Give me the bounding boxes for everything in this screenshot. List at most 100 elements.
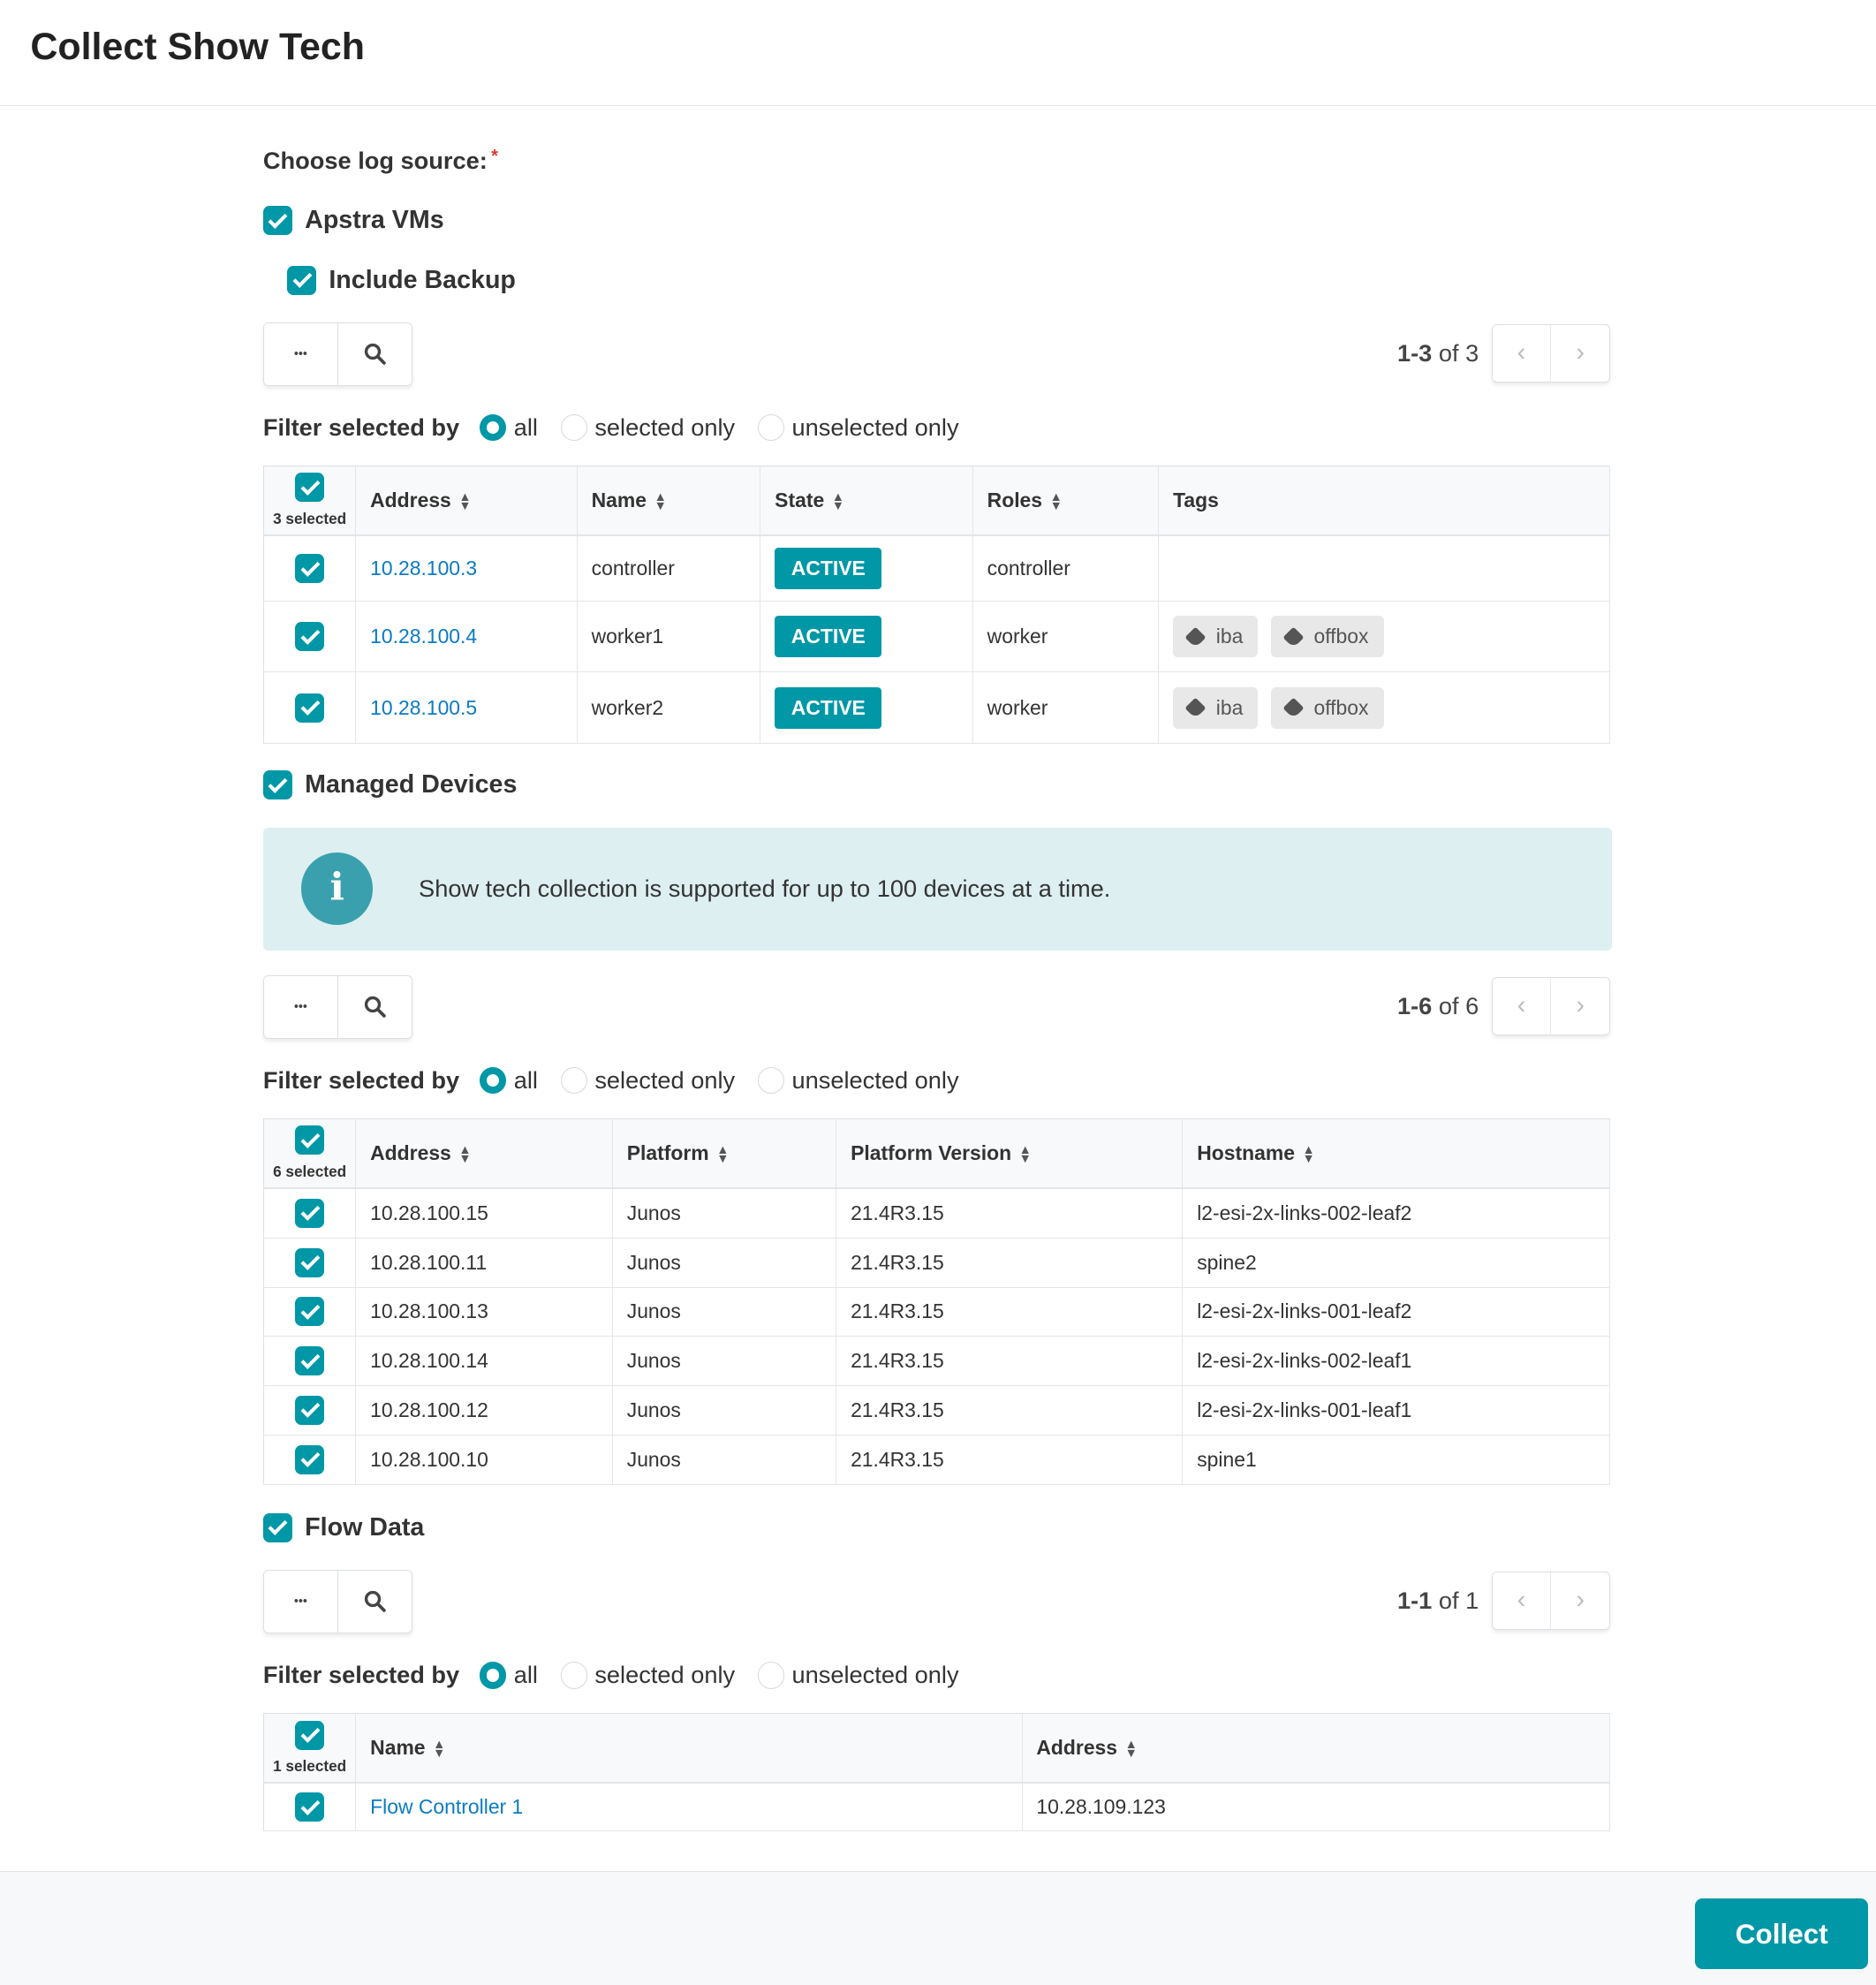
sort-icon: ▲ ▼	[831, 490, 844, 514]
sort-icon: ▲ ▼	[1124, 1738, 1138, 1761]
filter-radio-all[interactable]: all	[480, 1066, 538, 1095]
pagination: 1-1 of 1 ‹ ›	[1396, 1571, 1611, 1630]
radio-icon	[560, 414, 587, 442]
next-page-button[interactable]: ›	[1550, 324, 1609, 382]
cell-tags	[1158, 535, 1611, 602]
checkbox-checked-icon	[262, 770, 292, 800]
cell-platform-version: 21.4R3.15	[836, 1385, 1184, 1436]
search-button[interactable]	[337, 976, 412, 1038]
filter-selected-by: Filter selected by all selected only unsele…	[263, 1066, 972, 1095]
more-options-button[interactable]: •••	[293, 347, 307, 361]
checkbox-checked-icon	[295, 1297, 325, 1327]
pagination-buttons: ‹ ›	[1491, 1571, 1611, 1630]
flow-data-checkbox[interactable]: Flow Data	[262, 1512, 424, 1542]
column-header-name[interactable]: Name ▲ ▼	[355, 1713, 1023, 1784]
column-header-address[interactable]: Address ▲ ▼	[1022, 1713, 1611, 1784]
row-checkbox[interactable]	[263, 1336, 357, 1387]
prev-page-button[interactable]: ‹	[1517, 338, 1526, 367]
row-checkbox[interactable]	[263, 671, 357, 744]
filter-radio-unselected-only[interactable]: unselected only	[757, 1066, 959, 1095]
search-icon	[364, 343, 386, 365]
filter-radio-selected-only[interactable]: selected only	[560, 1661, 735, 1689]
tag-icon	[1184, 626, 1207, 648]
row-checkbox[interactable]	[263, 1287, 357, 1337]
prev-page-button[interactable]: ‹	[1517, 1586, 1526, 1615]
checkbox-checked-icon	[295, 1720, 325, 1750]
row-checkbox[interactable]	[263, 535, 357, 602]
cell-roles: worker	[972, 671, 1160, 744]
filter-selected-by: Filter selected by all selected only unsele…	[263, 1661, 972, 1689]
search-button[interactable]	[337, 1571, 412, 1633]
pagination-range: 1-6 of 6	[1396, 991, 1479, 1019]
state-badge: ACTIVE	[775, 616, 882, 658]
checkbox-checked-icon	[295, 1199, 325, 1228]
checkbox-checked-icon	[262, 1512, 292, 1542]
filter-radio-all[interactable]: all	[480, 413, 538, 442]
table-row: 10.28.100.10 Junos 21.4R3.15 spine1	[263, 1435, 1611, 1485]
select-all-checkbox[interactable]: 3 selected	[263, 466, 357, 537]
filter-radio-all[interactable]: all	[480, 1661, 538, 1689]
log-source-label: Choose log source: *	[262, 147, 498, 175]
column-header-address[interactable]: Address ▲ ▼	[355, 1118, 613, 1190]
column-header-name[interactable]: Name ▲ ▼	[577, 466, 761, 537]
tag-offbox: offbox	[1270, 686, 1384, 729]
info-icon: i	[300, 852, 374, 925]
sort-icon: ▲ ▼	[1302, 1143, 1315, 1167]
column-header-state[interactable]: State ▲ ▼	[760, 466, 973, 537]
cell-roles: worker	[972, 601, 1160, 673]
filter-radio-unselected-only[interactable]: unselected only	[757, 413, 959, 442]
required-mark: *	[491, 147, 498, 167]
table-row: 10.28.100.12 Junos 21.4R3.15 l2-esi-2x-link…	[263, 1385, 1611, 1436]
tag-iba: iba	[1173, 616, 1259, 658]
row-checkbox[interactable]	[263, 601, 357, 673]
cell-platform-version: 21.4R3.15	[836, 1188, 1184, 1239]
filter-radio-selected-only[interactable]: selected only	[560, 1066, 735, 1095]
cell-platform: Junos	[612, 1385, 837, 1436]
row-link[interactable]: 10.28.100.4	[370, 625, 478, 648]
column-header-address[interactable]: Address ▲ ▼	[355, 466, 578, 537]
managed-devices-checkbox[interactable]: Managed Devices	[262, 770, 517, 800]
checkbox-checked-icon	[262, 206, 292, 236]
row-checkbox[interactable]	[263, 1783, 357, 1832]
apstra-vms-checkbox[interactable]: Apstra VMs	[262, 206, 444, 236]
row-checkbox[interactable]	[263, 1188, 357, 1239]
row-checkbox[interactable]	[263, 1238, 357, 1288]
footer: Collect	[0, 1871, 1876, 1985]
column-header-hostname[interactable]: Hostname ▲ ▼	[1182, 1118, 1611, 1190]
table-header-row: 6 selected Address ▲ ▼ Platform ▲ ▼ Platform Ve…	[263, 1118, 1611, 1190]
row-link[interactable]: 10.28.100.5	[370, 695, 478, 719]
next-page-button[interactable]: ›	[1550, 977, 1609, 1034]
more-options-button[interactable]: •••	[293, 1000, 307, 1015]
row-checkbox[interactable]	[263, 1385, 357, 1436]
cell-name: Flow Controller 1	[355, 1783, 1023, 1832]
next-page-button[interactable]: ›	[1550, 1572, 1609, 1629]
checkbox-checked-icon	[295, 622, 325, 652]
column-header-roles[interactable]: Roles ▲ ▼	[972, 466, 1160, 537]
cell-platform-version: 21.4R3.15	[836, 1287, 1184, 1337]
row-checkbox[interactable]	[263, 1435, 357, 1485]
more-options-button[interactable]: •••	[293, 1595, 307, 1610]
cell-hostname: l2-esi-2x-links-002-leaf2	[1182, 1188, 1611, 1239]
column-header-platform-version[interactable]: Platform Version ▲ ▼	[836, 1118, 1184, 1190]
filter-radio-selected-only[interactable]: selected only	[560, 413, 735, 442]
page-header: Collect Show Tech	[0, 0, 1876, 107]
row-link[interactable]: 10.28.100.3	[370, 557, 478, 580]
pagination: 1-6 of 6 ‹ ›	[1396, 976, 1611, 1035]
select-all-checkbox[interactable]: 1 selected	[263, 1713, 357, 1784]
filter-radio-unselected-only[interactable]: unselected only	[757, 1661, 959, 1689]
cell-hostname: l2-esi-2x-links-001-leaf2	[1182, 1287, 1611, 1337]
collect-button[interactable]: Collect	[1695, 1898, 1869, 1970]
row-link[interactable]: Flow Controller 1	[370, 1795, 524, 1819]
select-all-checkbox[interactable]: 6 selected	[263, 1118, 357, 1190]
column-header-platform[interactable]: Platform ▲ ▼	[612, 1118, 837, 1190]
search-button[interactable]	[337, 323, 412, 385]
include-backup-checkbox[interactable]: Include Backup	[287, 266, 516, 295]
prev-page-button[interactable]: ‹	[1517, 991, 1526, 1020]
page-title: Collect Show Tech	[30, 25, 366, 68]
cell-platform-version: 21.4R3.15	[836, 1435, 1184, 1485]
table-row: 10.28.100.5 worker2 ACTIVE worker iba offbox	[263, 671, 1611, 744]
checkbox-checked-icon	[295, 693, 325, 723]
state-badge: ACTIVE	[775, 548, 882, 590]
pagination-range: 1-1 of 1	[1396, 1586, 1479, 1614]
cell-name: controller	[577, 535, 761, 602]
